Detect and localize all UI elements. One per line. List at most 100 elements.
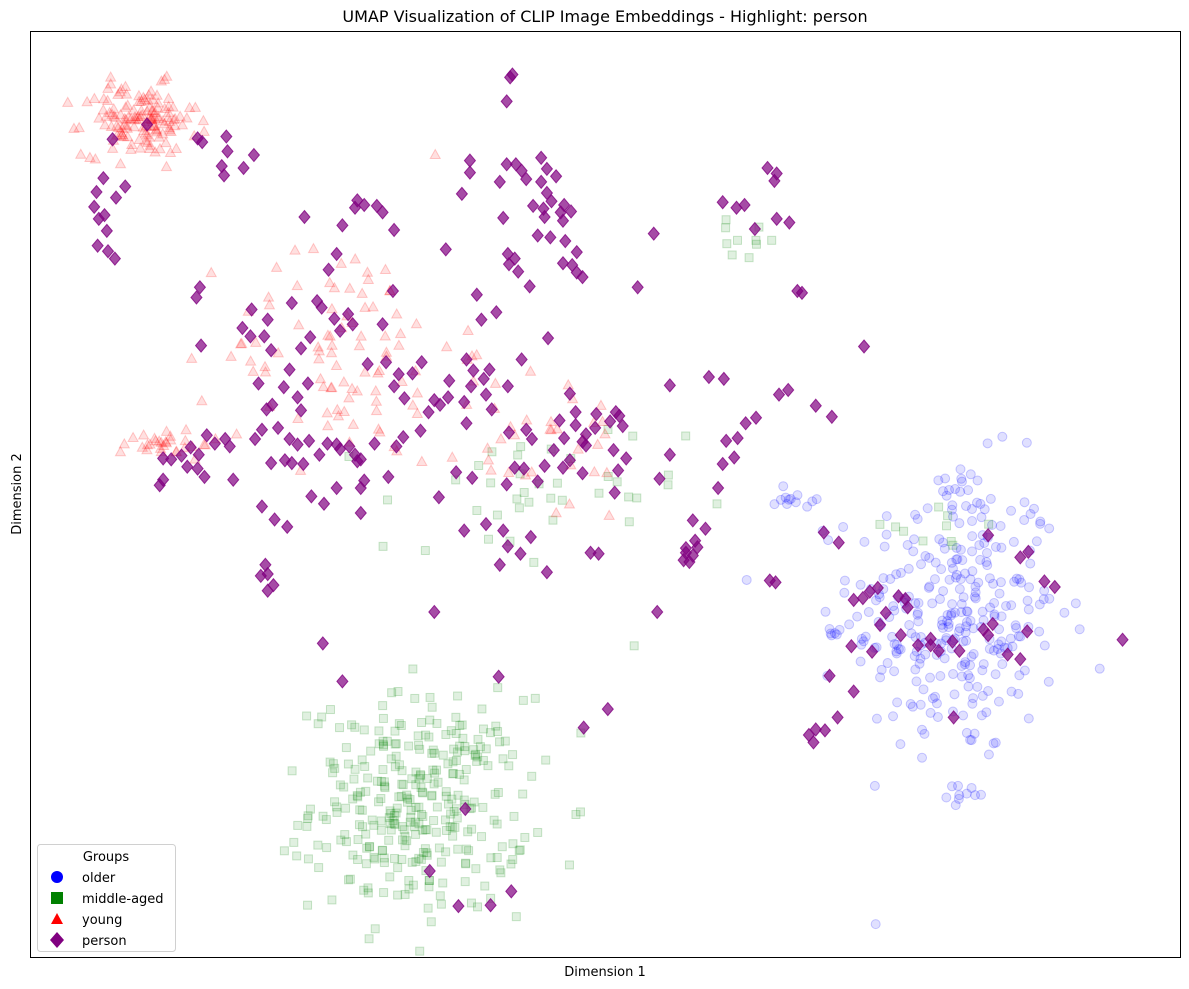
young-point xyxy=(130,112,142,124)
middle-aged-point xyxy=(948,540,958,550)
older-point xyxy=(941,490,952,501)
young-point xyxy=(132,110,145,121)
middle-aged-point xyxy=(612,477,622,487)
older-point xyxy=(996,636,1007,647)
older-point xyxy=(1039,640,1050,651)
older-point xyxy=(984,573,995,584)
young-point xyxy=(106,108,118,119)
young-point xyxy=(150,123,163,134)
middle-aged-point xyxy=(460,746,470,756)
young-point xyxy=(289,244,301,255)
middle-aged-point xyxy=(328,759,338,769)
young-point xyxy=(183,101,196,113)
older-point xyxy=(889,638,900,649)
young-point xyxy=(89,153,102,164)
middle-aged-point xyxy=(396,720,406,730)
older-point xyxy=(903,563,914,574)
middle-aged-point xyxy=(376,825,386,835)
young-point xyxy=(139,134,152,146)
middle-aged-point xyxy=(458,733,468,743)
older-point xyxy=(946,610,957,621)
young-point xyxy=(180,423,192,435)
middle-aged-point xyxy=(474,460,484,470)
person-point xyxy=(502,256,516,272)
older-point xyxy=(825,628,836,639)
young-point xyxy=(162,100,175,111)
young-point xyxy=(121,99,134,110)
middle-aged-point xyxy=(405,795,415,805)
young-point xyxy=(335,257,348,268)
person-point xyxy=(540,564,554,580)
middle-aged-point xyxy=(427,748,437,758)
middle-aged-point xyxy=(343,759,353,769)
young-point xyxy=(373,425,386,437)
young-point xyxy=(160,436,173,448)
middle-aged-point xyxy=(529,557,539,567)
middle-aged-point xyxy=(422,774,432,784)
older-point xyxy=(839,587,850,598)
older-point xyxy=(955,464,966,475)
middle-aged-point xyxy=(429,816,439,826)
older-point xyxy=(965,660,976,671)
young-point xyxy=(562,378,575,390)
older-point xyxy=(916,724,927,735)
middle-aged-point xyxy=(459,775,469,785)
person-point xyxy=(547,442,560,458)
person-point xyxy=(432,490,446,505)
young-point xyxy=(152,110,165,122)
older-point xyxy=(975,554,986,565)
middle-aged-point xyxy=(624,517,634,527)
young-point xyxy=(152,96,165,108)
young-point xyxy=(118,112,131,124)
middle-aged-point xyxy=(353,792,363,802)
older-point xyxy=(863,607,874,618)
young-point xyxy=(394,327,407,339)
young-point xyxy=(321,419,334,431)
person-point xyxy=(423,863,436,879)
person-point xyxy=(556,213,570,228)
young-point xyxy=(121,122,134,133)
older-point xyxy=(891,569,902,580)
older-point xyxy=(975,498,986,509)
older-point xyxy=(895,739,906,750)
young-point xyxy=(370,395,383,406)
older-point xyxy=(979,538,990,549)
older-point xyxy=(1059,607,1070,618)
older-point xyxy=(875,672,886,683)
older-point xyxy=(951,569,962,580)
middle-aged-point xyxy=(422,825,432,835)
middle-aged-point xyxy=(426,917,436,927)
person-point xyxy=(502,425,516,440)
middle-aged-point xyxy=(478,802,488,812)
person-point xyxy=(485,402,498,417)
middle-aged-point xyxy=(376,794,386,804)
middle-aged-point xyxy=(406,812,416,822)
person-point xyxy=(190,290,203,305)
middle-aged-point xyxy=(500,736,510,746)
young-point xyxy=(162,106,175,117)
person-point xyxy=(458,523,471,538)
older-point xyxy=(913,598,924,609)
middle-aged-point xyxy=(452,804,462,814)
older-point xyxy=(944,574,955,585)
middle-aged-point xyxy=(279,846,289,856)
older-point xyxy=(783,494,794,505)
young-point xyxy=(149,111,161,123)
young-point xyxy=(369,384,382,396)
person-point xyxy=(492,669,505,684)
person-point xyxy=(514,546,527,561)
middle-aged-point xyxy=(293,820,303,830)
person-point xyxy=(505,884,518,899)
middle-aged-point xyxy=(378,845,388,855)
young-point xyxy=(272,346,285,358)
young-point xyxy=(145,85,157,96)
older-point xyxy=(990,541,1001,552)
young-point xyxy=(234,337,247,349)
middle-aged-point xyxy=(508,839,518,849)
older-point xyxy=(1014,670,1025,681)
older-point xyxy=(856,639,867,650)
person-point xyxy=(361,356,374,372)
person-point xyxy=(520,422,533,438)
person-point xyxy=(847,684,860,699)
older-point xyxy=(959,568,970,579)
